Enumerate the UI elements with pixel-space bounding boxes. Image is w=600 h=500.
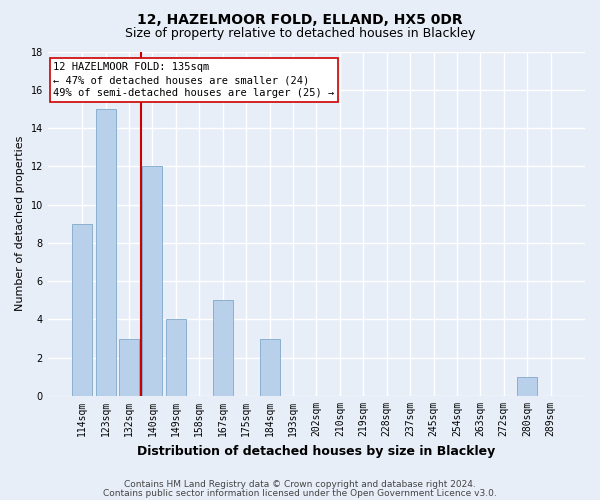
Text: Contains HM Land Registry data © Crown copyright and database right 2024.: Contains HM Land Registry data © Crown c… bbox=[124, 480, 476, 489]
Bar bbox=[260, 338, 280, 396]
Bar bbox=[119, 338, 139, 396]
Text: Contains public sector information licensed under the Open Government Licence v3: Contains public sector information licen… bbox=[103, 488, 497, 498]
Bar bbox=[72, 224, 92, 396]
Bar bbox=[166, 320, 186, 396]
X-axis label: Distribution of detached houses by size in Blackley: Distribution of detached houses by size … bbox=[137, 444, 496, 458]
Text: 12 HAZELMOOR FOLD: 135sqm
← 47% of detached houses are smaller (24)
49% of semi-: 12 HAZELMOOR FOLD: 135sqm ← 47% of detac… bbox=[53, 62, 334, 98]
Text: 12, HAZELMOOR FOLD, ELLAND, HX5 0DR: 12, HAZELMOOR FOLD, ELLAND, HX5 0DR bbox=[137, 12, 463, 26]
Y-axis label: Number of detached properties: Number of detached properties bbox=[15, 136, 25, 312]
Bar bbox=[517, 377, 537, 396]
Bar bbox=[213, 300, 233, 396]
Text: Size of property relative to detached houses in Blackley: Size of property relative to detached ho… bbox=[125, 28, 475, 40]
Bar bbox=[95, 109, 116, 396]
Bar bbox=[142, 166, 163, 396]
